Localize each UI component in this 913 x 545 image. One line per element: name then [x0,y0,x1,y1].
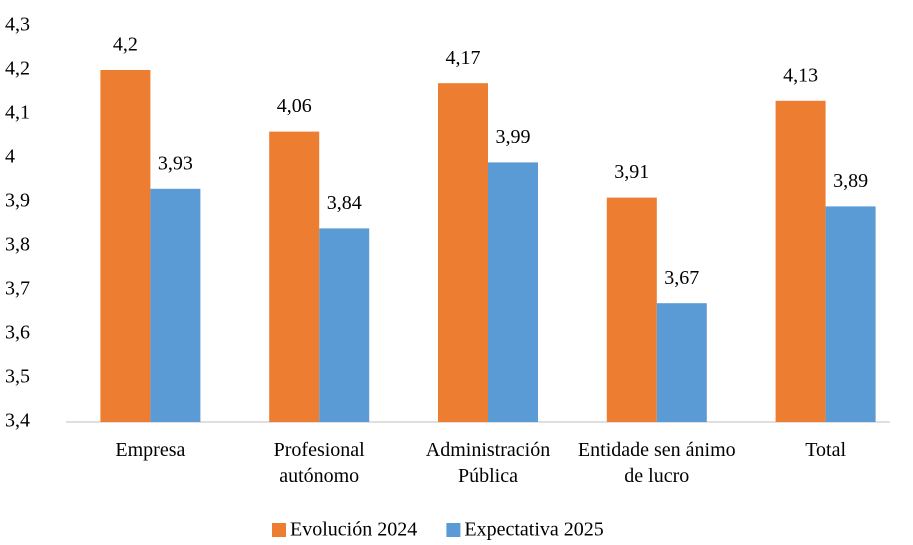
data-label: 3,84 [327,192,362,214]
legend-label: Expectativa 2025 [464,519,603,541]
data-label: 3,67 [664,267,699,289]
legend-swatch [446,523,461,537]
data-label: 3,99 [496,126,531,148]
y-tick-label: 3,5 [5,366,30,388]
legend-swatch [272,523,286,537]
bar [488,162,538,422]
data-label: 3,89 [833,170,868,192]
bar [438,83,488,422]
y-tick-label: 3,7 [5,278,30,300]
y-tick-label: 3,9 [5,190,30,212]
bar [825,206,876,422]
x-tick-label: Total [805,439,846,461]
bar [150,188,201,422]
bar [100,70,151,422]
data-label: 4,06 [277,95,312,117]
data-label: 3,91 [614,161,649,183]
y-tick-label: 4 [5,146,15,168]
x-tick-label: Profesional autónomo [273,439,365,487]
bar [656,303,707,422]
y-tick-label: 3,4 [5,410,30,432]
y-tick-label: 3,6 [5,322,30,344]
y-tick-label: 4,3 [5,14,30,36]
y-tick-label: 4,1 [5,102,30,124]
data-label: 4,2 [113,34,138,56]
data-label: 3,93 [158,152,193,174]
x-tick-label: Empresa [115,439,186,461]
bar [319,228,370,422]
bar [606,197,657,422]
y-tick-label: 3,8 [5,234,30,256]
data-label: 4,17 [446,47,481,69]
bar [775,100,826,423]
bar [269,131,320,422]
x-tick-label: Entidade sen ánimo de lucro [577,439,736,487]
y-tick-label: 4,2 [5,58,30,80]
data-label: 4,13 [783,64,818,86]
legend-label: Evolución 2024 [290,519,417,541]
x-tick-label: Administración Pública [425,439,551,487]
